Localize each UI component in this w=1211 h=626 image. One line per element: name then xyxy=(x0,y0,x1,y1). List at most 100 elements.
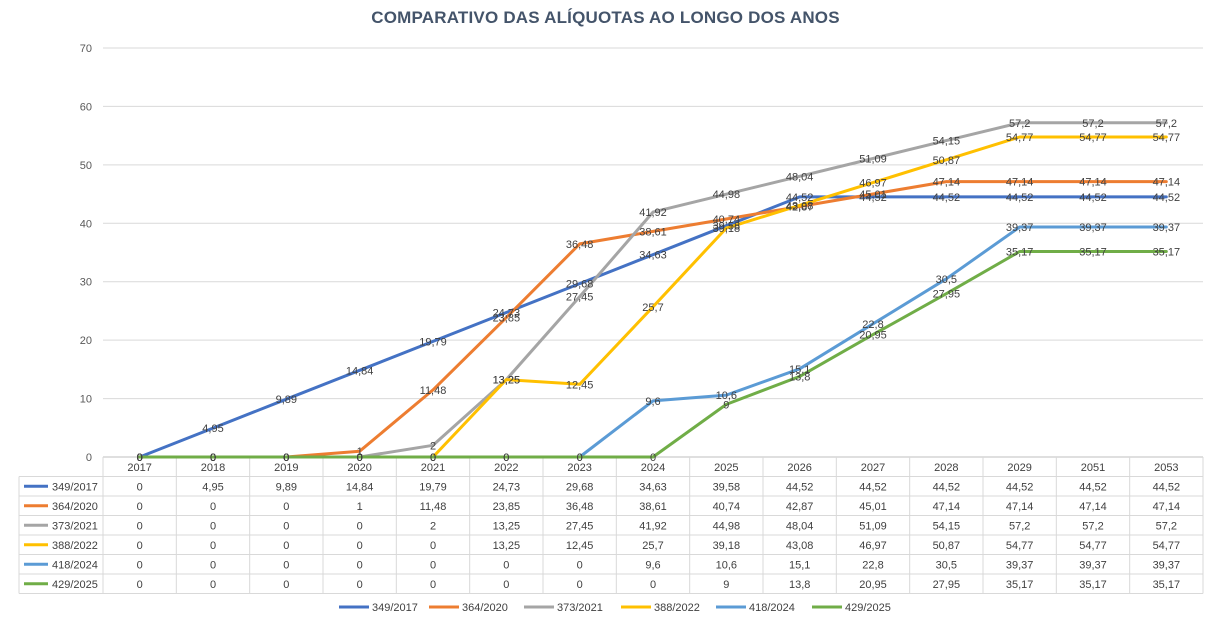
table-cell: 54,77 xyxy=(1153,540,1181,552)
x-tick-label: 2024 xyxy=(641,462,665,474)
data-label: 27,45 xyxy=(566,292,594,304)
y-tick-label: 0 xyxy=(86,452,92,464)
table-cell: 19,79 xyxy=(419,481,447,493)
data-label: 38,61 xyxy=(639,226,667,238)
x-tick-label: 2022 xyxy=(494,462,518,474)
table-cell: 0 xyxy=(283,579,289,591)
data-label: 54,77 xyxy=(1079,132,1107,144)
table-cell: 45,01 xyxy=(859,501,887,513)
data-label: 9,89 xyxy=(276,394,297,406)
table-cell: 9,6 xyxy=(645,559,660,571)
x-tick-label: 2019 xyxy=(274,462,298,474)
data-label: 35,17 xyxy=(1153,247,1181,259)
data-label: 57,2 xyxy=(1009,118,1030,130)
chart-title: COMPARATIVO DAS ALÍQUOTAS AO LONGO DOS A… xyxy=(371,8,840,27)
data-label: 0 xyxy=(430,452,436,464)
data-label: 22,8 xyxy=(862,319,883,331)
legend-label: 349/2017 xyxy=(372,602,418,614)
table-cell: 0 xyxy=(430,540,436,552)
data-label: 0 xyxy=(137,452,143,464)
table-cell: 0 xyxy=(137,481,143,493)
data-label: 14,84 xyxy=(346,365,374,377)
data-label: 54,77 xyxy=(1153,132,1181,144)
y-tick-label: 50 xyxy=(80,160,92,172)
table-cell: 46,97 xyxy=(859,540,887,552)
data-label: 0 xyxy=(137,452,143,464)
table-cell: 29,68 xyxy=(566,481,594,493)
data-label: 36,48 xyxy=(566,239,594,251)
data-label: 0 xyxy=(357,452,363,464)
data-label: 44,52 xyxy=(1153,192,1181,204)
data-label: 0 xyxy=(210,452,216,464)
data-label: 45,01 xyxy=(859,189,887,201)
y-tick-label: 40 xyxy=(80,218,92,230)
table-series-name: 429/2025 xyxy=(52,579,98,591)
data-label: 0 xyxy=(210,452,216,464)
data-label: 0 xyxy=(283,452,289,464)
table-cell: 0 xyxy=(283,540,289,552)
data-label: 47,14 xyxy=(1006,177,1034,189)
data-label: 0 xyxy=(577,452,583,464)
table-cell: 35,17 xyxy=(1006,579,1034,591)
table-cell: 25,7 xyxy=(642,540,663,552)
table-cell: 0 xyxy=(283,559,289,571)
table-cell: 14,84 xyxy=(346,481,374,493)
data-label: 46,97 xyxy=(859,178,887,190)
table-cell: 57,2 xyxy=(1009,520,1030,532)
table-cell: 44,52 xyxy=(1006,481,1034,493)
table-cell: 0 xyxy=(210,579,216,591)
table-cell: 30,5 xyxy=(936,559,957,571)
table-cell: 44,52 xyxy=(1153,481,1181,493)
table-cell: 24,73 xyxy=(493,481,521,493)
table-cell: 44,98 xyxy=(713,520,741,532)
data-label: 30,5 xyxy=(936,274,957,286)
data-label: 0 xyxy=(357,452,363,464)
table-cell: 10,6 xyxy=(716,559,737,571)
table-cell: 13,8 xyxy=(789,579,810,591)
data-label: 39,37 xyxy=(1153,222,1181,234)
table-cell: 41,92 xyxy=(639,520,667,532)
data-label: 48,04 xyxy=(786,171,814,183)
table-cell: 42,87 xyxy=(786,501,814,513)
table-cell: 0 xyxy=(357,579,363,591)
data-label: 0 xyxy=(357,452,363,464)
table-cell: 54,15 xyxy=(933,520,961,532)
data-label: 0 xyxy=(137,452,143,464)
data-label: 0 xyxy=(210,452,216,464)
table-cell: 0 xyxy=(210,540,216,552)
data-label: 35,17 xyxy=(1006,247,1034,259)
table-cell: 51,09 xyxy=(859,520,887,532)
legend-label: 388/2022 xyxy=(654,602,700,614)
table-cell: 0 xyxy=(430,579,436,591)
data-label: 0 xyxy=(430,452,436,464)
table-cell: 2 xyxy=(430,520,436,532)
data-label: 23,85 xyxy=(493,313,521,325)
data-label: 0 xyxy=(357,452,363,464)
data-label: 39,37 xyxy=(1079,222,1107,234)
table-series-name: 418/2024 xyxy=(52,559,98,571)
y-tick-label: 70 xyxy=(80,43,92,55)
table-cell: 39,58 xyxy=(713,481,741,493)
x-tick-label: 2026 xyxy=(787,462,811,474)
y-tick-label: 30 xyxy=(80,277,92,289)
table-cell: 0 xyxy=(577,579,583,591)
x-tick-label: 2051 xyxy=(1081,462,1105,474)
data-label: 0 xyxy=(137,452,143,464)
data-label: 0 xyxy=(210,452,216,464)
table-cell: 44,52 xyxy=(1079,481,1107,493)
legend-label: 429/2025 xyxy=(845,602,891,614)
table-cell: 36,48 xyxy=(566,501,594,513)
table-cell: 0 xyxy=(357,559,363,571)
table-cell: 40,74 xyxy=(713,501,741,513)
data-label: 39,37 xyxy=(1006,222,1034,234)
data-label: 15,1 xyxy=(789,364,810,376)
data-label: 0 xyxy=(283,452,289,464)
table-cell: 35,17 xyxy=(1153,579,1181,591)
data-label: 42,87 xyxy=(786,202,814,214)
table-cell: 22,8 xyxy=(862,559,883,571)
table-cell: 20,95 xyxy=(859,579,887,591)
table-cell: 9 xyxy=(723,579,729,591)
data-label: 12,45 xyxy=(566,379,594,391)
x-tick-label: 2017 xyxy=(127,462,151,474)
